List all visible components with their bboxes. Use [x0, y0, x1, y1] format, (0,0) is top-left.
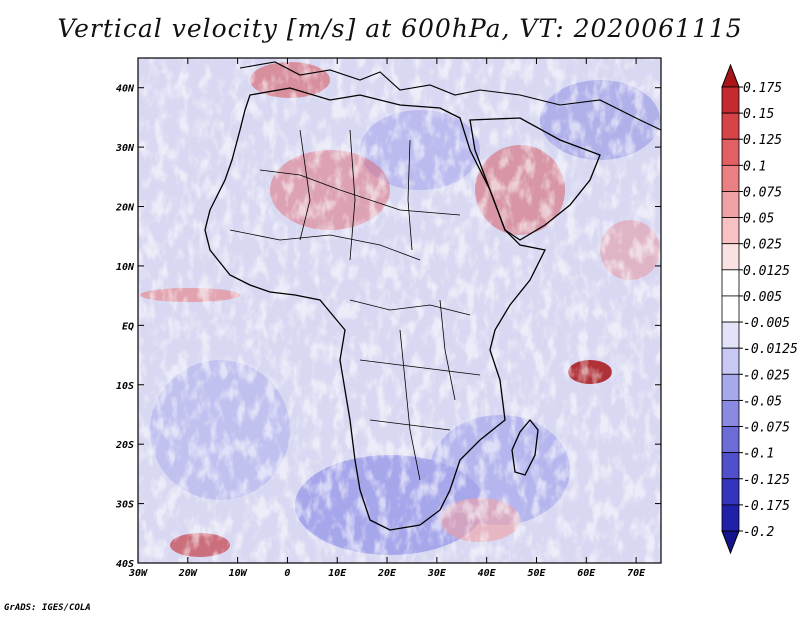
country-borders [229, 129, 481, 481]
colorbar-label: 0.05 [743, 212, 774, 227]
colorbar-label: -0.125 [743, 473, 790, 488]
colorbar-segment [721, 373, 740, 401]
colorbar-segment [721, 347, 740, 375]
lon-tick-label: 50E [527, 568, 546, 579]
longitude-axis: 30W 20W 10W 0 10E 20E 30E 40E 50E 60E 70E [128, 58, 646, 579]
lat-tick-label: 40N [116, 84, 135, 95]
colorbar-bottom-arrow [721, 530, 740, 555]
lon-tick-label: 70E [627, 568, 646, 579]
colorbar-label: 0.025 [743, 238, 782, 253]
colorbar-label: -0.005 [743, 316, 790, 331]
grads-credit: GrADS: IGES/COLA [4, 603, 91, 613]
lat-tick-label: 40S [116, 559, 134, 570]
colorbar-segment [721, 321, 740, 349]
colorbar-segment [721, 217, 740, 245]
lat-tick-label: 10N [116, 262, 135, 273]
colorbar-label: -0.025 [743, 368, 790, 383]
colorbar-segment [721, 164, 740, 192]
lon-tick-label: 10E [328, 568, 347, 579]
arabia-coastline [469, 117, 601, 241]
lon-tick-label: 10W [229, 568, 248, 579]
colorbar-segment [721, 243, 740, 271]
plot-frame [137, 57, 662, 564]
colorbar-segment [721, 86, 740, 114]
colorbar-label: 0.005 [743, 290, 782, 305]
colorbar-segment [721, 478, 740, 506]
colorbar-label: 0.075 [743, 185, 782, 200]
velocity-patterns [138, 58, 661, 563]
colorbar-segment [721, 138, 740, 166]
colorbar-top-arrow [721, 63, 740, 88]
colorbar-segment [721, 295, 740, 323]
colorbar-label: -0.075 [743, 421, 790, 436]
colorbar-label: -0.0125 [743, 342, 798, 357]
europe-coastline [239, 61, 661, 131]
lat-tick-label: 30S [115, 500, 134, 511]
colorbar-segment [721, 112, 740, 140]
colorbar-label: -0.1 [743, 447, 774, 462]
colorbar-label: 0.1 [743, 159, 766, 174]
lon-tick-label: 60E [577, 568, 596, 579]
lon-tick-label: 20W [178, 568, 198, 579]
lat-tick-label: 20N [115, 203, 135, 214]
colorbar-label: -0.2 [743, 525, 774, 540]
colorbar-label: -0.175 [743, 499, 790, 514]
lon-tick-label: 30W [128, 568, 148, 579]
colorbar-label: -0.05 [743, 394, 782, 409]
lat-tick-label: EQ [122, 321, 134, 332]
colorbar-label: 0.0125 [743, 264, 790, 279]
colorbar-segment [721, 504, 740, 532]
plot-title: Vertical velocity [m/s] at 600hPa, VT: 2… [57, 14, 743, 43]
lat-tick-label: 30N [115, 143, 135, 154]
africa-coastline [204, 87, 546, 531]
latitude-axis: 40N 30N 20N 10N EQ 10S 20S 30S 40S [115, 84, 661, 570]
lon-tick-label: 0 [284, 568, 290, 579]
madagascar-coastline [511, 418, 539, 476]
colorbar-label: 0.15 [743, 107, 774, 122]
field-texture [138, 58, 661, 563]
lat-tick-label: 20S [115, 440, 134, 451]
colorbar-segment [721, 452, 740, 480]
colorbar-segment [721, 191, 740, 218]
colorbar-label: 0.175 [743, 81, 782, 96]
colorbar: 0.175 0.15 0.125 0.1 0.075 0.05 0.025 0.0125 0.0… [721, 63, 798, 555]
colorbar-segment [721, 426, 740, 454]
lon-tick-label: 20E [377, 568, 397, 579]
colorbar-label: 0.125 [743, 133, 782, 148]
lon-tick-label: 30E [427, 568, 447, 579]
colorbar-segment [721, 269, 740, 297]
lon-tick-label: 40E [478, 568, 497, 579]
lat-tick-label: 10S [116, 381, 134, 392]
colorbar-segment [721, 400, 740, 427]
